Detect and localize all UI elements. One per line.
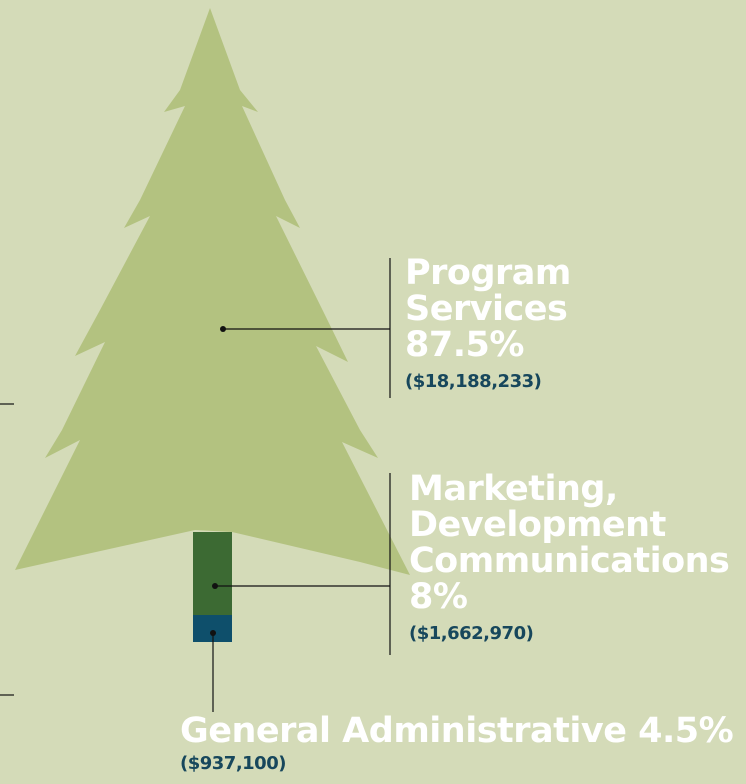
leader-lines: [0, 258, 391, 712]
admin-label: General Administrative 4.5% ($937,100): [180, 713, 746, 775]
amount: ($18,188,233): [405, 371, 542, 392]
dot: [210, 630, 216, 636]
label: General Administrative: [180, 711, 627, 751]
amount: ($937,100): [180, 753, 286, 774]
label-line: General Administrative 4.5%: [180, 713, 746, 749]
dot: [212, 583, 218, 589]
trunk-marketing: [193, 532, 232, 616]
label: Program Services: [405, 253, 571, 329]
dot: [220, 326, 226, 332]
percent: 4.5%: [638, 711, 734, 751]
percent: 8%: [409, 577, 468, 617]
label: Marketing, Development Communications: [409, 469, 730, 581]
tree: [15, 8, 410, 575]
amount: ($1,662,970): [409, 623, 534, 644]
marketing-label: Marketing, Development Communications 8%…: [409, 471, 744, 645]
percent: 87.5%: [405, 325, 524, 365]
program-label: Program Services 87.5% ($18,188,233): [405, 255, 605, 393]
